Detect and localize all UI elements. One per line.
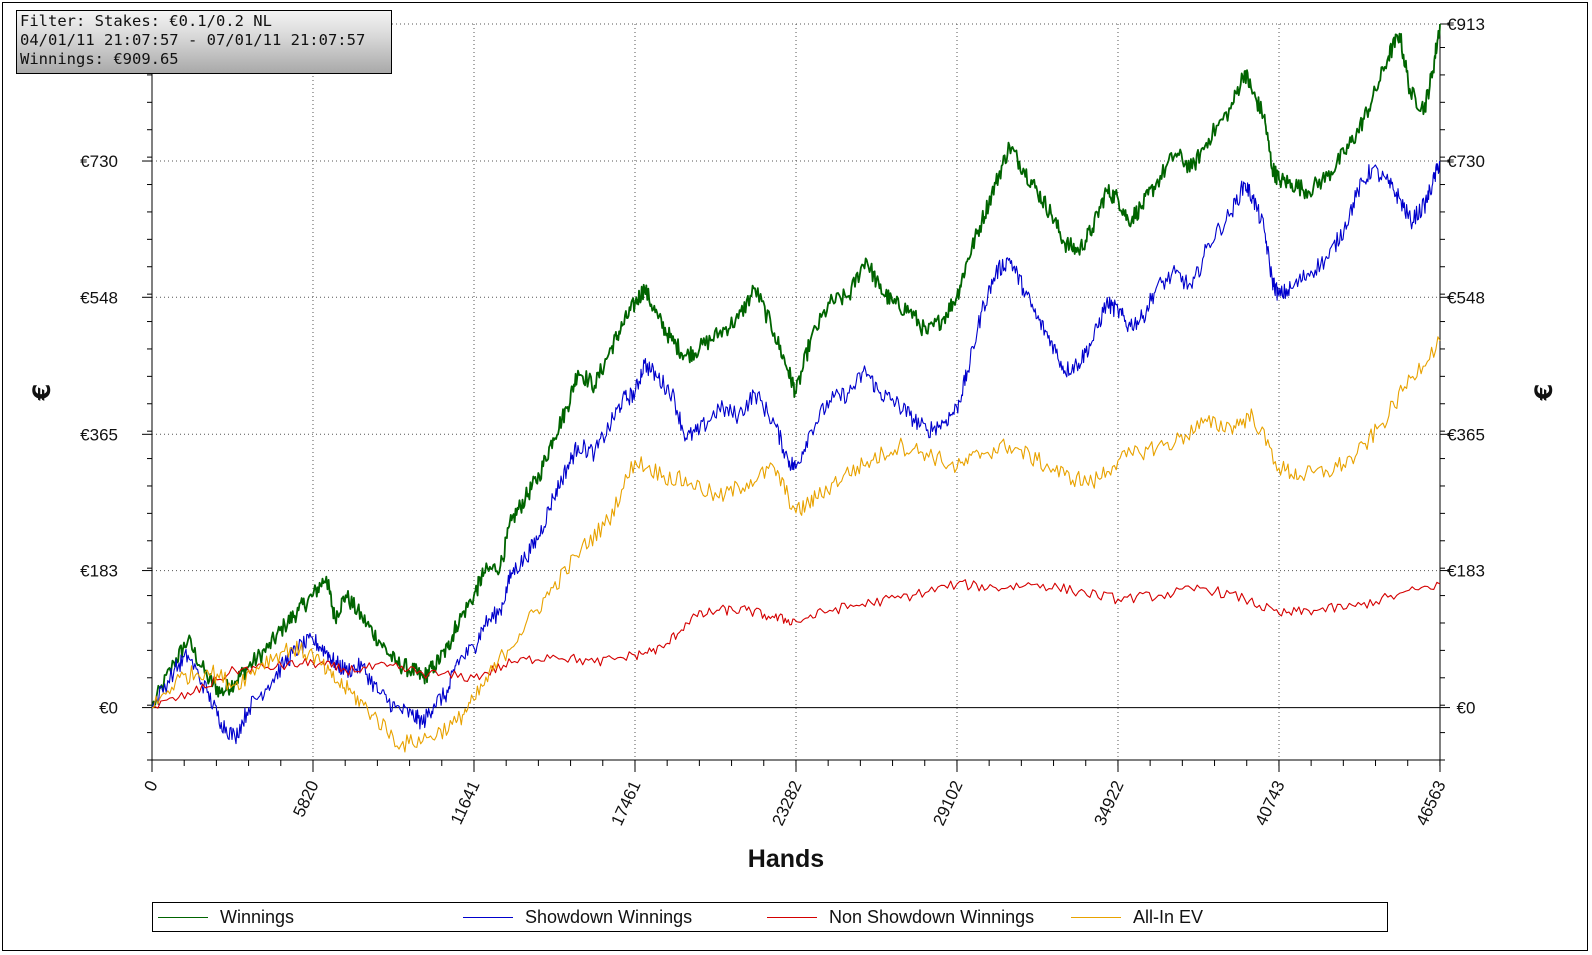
- filter-info-box: Filter: Stakes: €0.1/0.2 NL 04/01/11 21:0…: [16, 10, 392, 74]
- y-tick-label-right: €913: [1447, 15, 1485, 34]
- legend-swatch-non-showdown-winnings: [767, 916, 817, 918]
- series-line-non-showdown-winnings: [151, 579, 1441, 709]
- y-tick-label-right: €0: [1457, 699, 1476, 718]
- y-tick-label-left: €548: [80, 288, 118, 307]
- series-line-winnings: [151, 23, 1441, 708]
- y-axis-title-right: €: [1530, 384, 1558, 402]
- legend-label-non-showdown-winnings: Non Showdown Winnings: [829, 906, 1035, 927]
- y-tick-label-left: €365: [80, 425, 118, 444]
- x-tick-label: 17461: [607, 778, 644, 829]
- legend-label-showdown-winnings: Showdown Winnings: [525, 906, 693, 927]
- y-tick-label-right: €365: [1447, 425, 1485, 444]
- legend-swatch-winnings: [158, 916, 208, 918]
- x-tick-label: 46563: [1412, 778, 1449, 829]
- chart-legend: Winnings Showdown Winnings Non Showdown …: [152, 902, 1388, 932]
- filter-date-range-text: 04/01/11 21:07:57 - 07/01/11 21:07:57: [20, 31, 366, 49]
- y-tick-label-right: €548: [1447, 288, 1485, 307]
- x-tick-label: 23282: [768, 778, 805, 829]
- x-tick-label: 29102: [929, 778, 966, 829]
- series-line-showdown-winnings: [151, 160, 1441, 745]
- legend-label-all-in-ev: All-In EV: [1133, 906, 1204, 927]
- series-line-all-in-ev: [151, 336, 1441, 753]
- x-tick-label: 11641: [447, 778, 484, 828]
- legend-item-winnings: Winnings: [158, 903, 294, 931]
- y-tick-label-left: €730: [80, 152, 118, 171]
- y-tick-label-left: €0: [99, 699, 118, 718]
- x-tick-label: 0: [140, 778, 161, 795]
- x-tick-label: 34922: [1090, 778, 1127, 829]
- y-axis-title-left: €: [28, 384, 56, 402]
- filter-stakes-text: Filter: Stakes: €0.1/0.2 NL: [20, 12, 272, 30]
- x-tick-label: 5820: [289, 778, 322, 820]
- x-axis-title: Hands: [748, 845, 824, 873]
- x-tick-label: 40743: [1251, 778, 1288, 829]
- legend-item-all-in-ev: All-In EV: [1071, 903, 1203, 931]
- filter-winnings-text: Winnings: €909.65: [20, 50, 179, 68]
- y-tick-label-right: €730: [1447, 152, 1485, 171]
- legend-item-non-showdown-winnings: Non Showdown Winnings: [767, 903, 1034, 931]
- legend-swatch-showdown-winnings: [463, 916, 513, 918]
- y-tick-label-left: €183: [80, 562, 118, 581]
- legend-item-showdown-winnings: Showdown Winnings: [463, 903, 692, 931]
- legend-label-winnings: Winnings: [220, 906, 295, 927]
- y-tick-label-right: €183: [1447, 562, 1485, 581]
- legend-swatch-all-in-ev: [1071, 916, 1121, 918]
